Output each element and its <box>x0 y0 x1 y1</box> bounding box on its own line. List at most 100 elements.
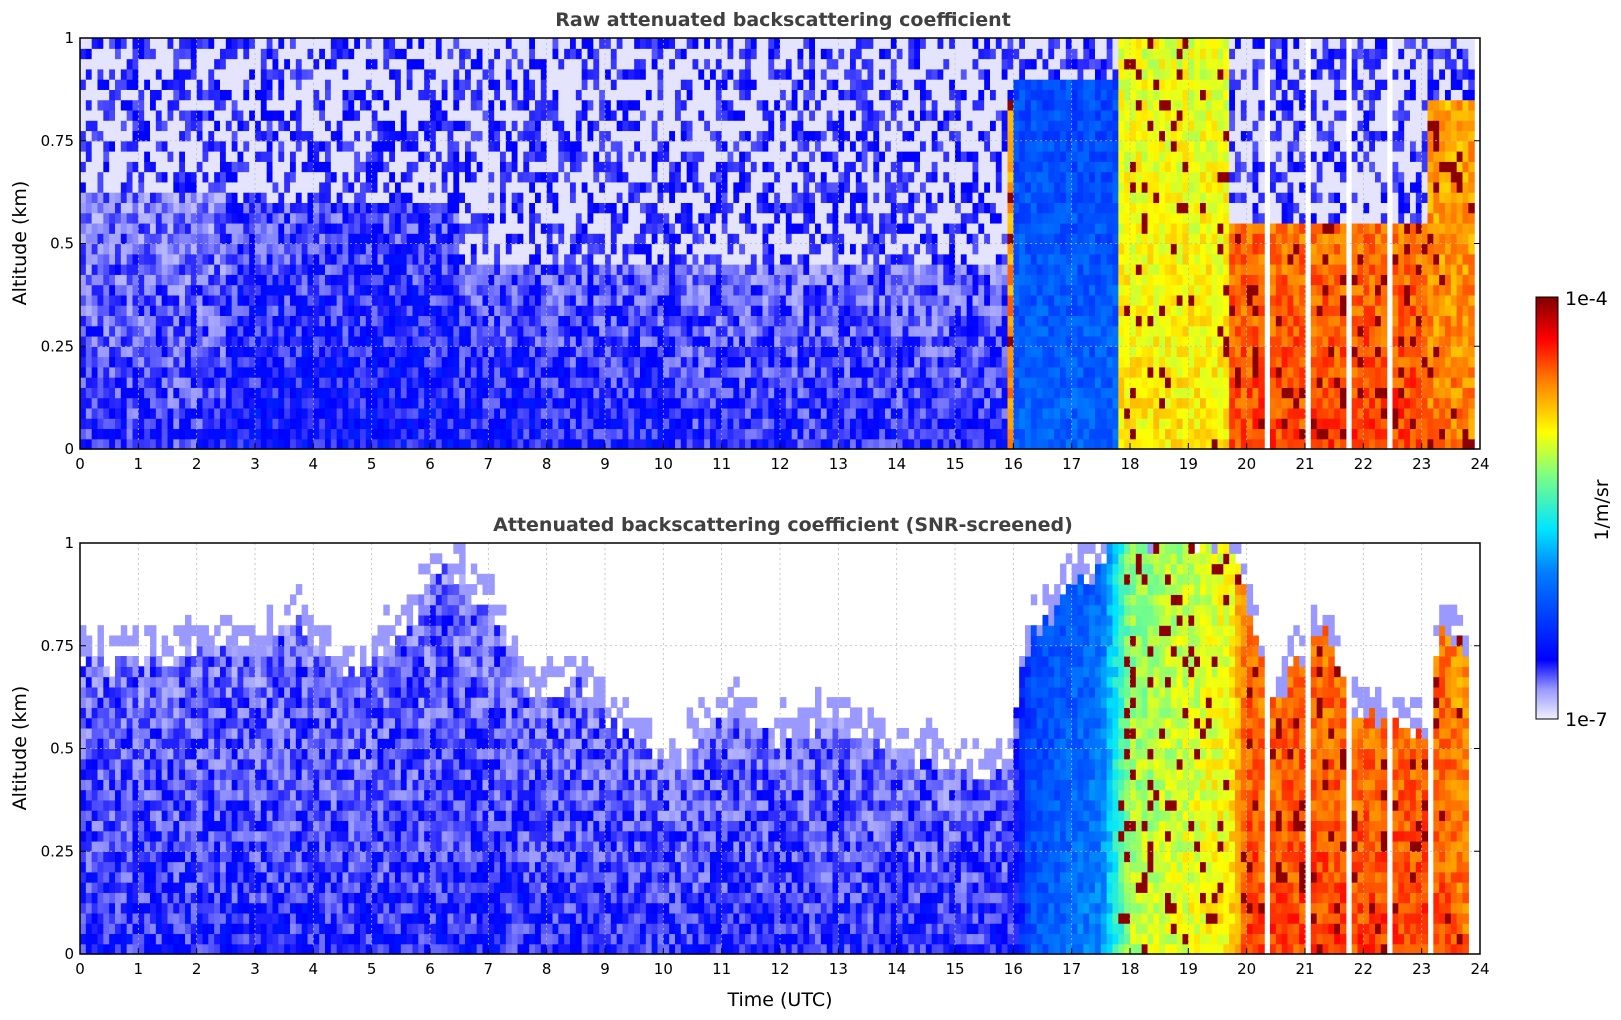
heatmap-cell <box>383 418 390 430</box>
heatmap-cell <box>336 346 344 358</box>
heatmap-cell <box>225 48 233 60</box>
heatmap-cell <box>791 438 799 450</box>
heatmap-cell <box>173 294 180 306</box>
heatmap-cell <box>115 325 122 337</box>
heatmap-cell <box>663 397 670 409</box>
heatmap-cell <box>441 222 449 234</box>
heatmap-cell <box>791 181 799 193</box>
heatmap-cell <box>424 438 431 450</box>
heatmap-cell <box>762 222 769 234</box>
heatmap-cell <box>698 284 705 296</box>
heatmap-cell <box>389 346 396 358</box>
heatmap-cell <box>179 418 186 430</box>
heatmap-cell <box>529 428 536 440</box>
heatmap-cell <box>587 407 594 419</box>
heatmap-cell <box>756 181 764 193</box>
heatmap-cell <box>360 79 367 90</box>
heatmap-cell <box>295 284 303 296</box>
heatmap-cell <box>185 233 192 245</box>
heatmap-cell <box>400 89 408 101</box>
heatmap-cell <box>540 305 548 317</box>
heatmap-cell <box>424 202 431 214</box>
heatmap-cell <box>290 325 297 337</box>
heatmap-cell <box>365 233 373 245</box>
heatmap-cell <box>523 171 530 183</box>
heatmap-cell <box>418 68 425 80</box>
heatmap-cell <box>278 325 285 337</box>
heatmap-cell <box>202 48 209 60</box>
heatmap-cell <box>739 305 746 317</box>
heatmap-cell <box>657 192 664 203</box>
heatmap-cell <box>593 284 600 296</box>
heatmap-cell <box>336 161 344 173</box>
heatmap-cell <box>721 264 729 275</box>
heatmap-cell <box>237 377 244 388</box>
heatmap-cell <box>161 99 169 111</box>
heatmap-cell <box>115 284 122 296</box>
heatmap-cell <box>610 407 618 419</box>
heatmap-cell <box>774 151 781 162</box>
heatmap-cell <box>675 161 682 173</box>
heatmap-cell <box>406 335 414 347</box>
heatmap-cell <box>599 233 606 245</box>
heatmap-cell <box>727 89 734 101</box>
heatmap-cell <box>517 99 524 111</box>
heatmap-cell <box>214 171 221 183</box>
heatmap-cell <box>517 48 524 60</box>
heatmap-cell <box>540 294 548 306</box>
heatmap-cell <box>190 192 198 203</box>
heatmap-cell <box>710 253 717 265</box>
heatmap-cell <box>126 38 134 49</box>
heatmap-cell <box>686 109 694 121</box>
heatmap-cell <box>126 418 134 430</box>
heatmap-cell <box>651 253 659 265</box>
heatmap-cell <box>424 38 431 49</box>
heatmap-cell <box>103 222 110 234</box>
heatmap-cell <box>120 366 128 378</box>
heatmap-cell <box>97 89 104 101</box>
heatmap-cell <box>115 305 122 317</box>
heatmap-cell <box>295 253 303 265</box>
heatmap-cell <box>255 151 262 162</box>
heatmap-cell <box>645 264 653 275</box>
heatmap-cell <box>651 284 659 296</box>
heatmap-cell <box>581 68 589 80</box>
heatmap-cell <box>225 130 233 142</box>
heatmap-cell <box>231 315 239 327</box>
heatmap-cell <box>284 161 291 173</box>
heatmap-cell <box>692 315 699 327</box>
heatmap-cell <box>103 428 110 440</box>
heatmap-cell <box>587 99 594 111</box>
heatmap-cell <box>465 418 472 430</box>
heatmap-cell <box>284 58 291 70</box>
heatmap-cell <box>476 428 484 440</box>
heatmap-cell <box>167 171 174 183</box>
heatmap-cell <box>797 161 804 173</box>
heatmap-cell <box>523 233 530 245</box>
heatmap-cell <box>494 89 501 101</box>
heatmap-cell <box>669 407 676 419</box>
heatmap-cell <box>710 89 717 101</box>
heatmap-cell <box>150 428 157 440</box>
heatmap-cell <box>325 212 332 224</box>
heatmap-cell <box>161 151 169 162</box>
heatmap-cell <box>365 79 373 90</box>
heatmap-cell <box>540 202 548 214</box>
heatmap-cell <box>441 48 449 60</box>
heatmap-cell <box>686 181 694 193</box>
heatmap-cell <box>255 109 262 121</box>
heatmap-cell <box>546 202 554 214</box>
heatmap-cell <box>616 407 624 419</box>
heatmap-cell <box>785 130 793 142</box>
heatmap-cell <box>91 48 99 60</box>
heatmap-cell <box>774 243 781 255</box>
heatmap-cell <box>190 274 198 286</box>
heatmap-cell <box>196 253 204 265</box>
heatmap-cell <box>424 79 431 90</box>
heatmap-cell <box>680 356 688 368</box>
heatmap-cell <box>278 68 285 80</box>
heatmap-cell <box>494 48 501 60</box>
heatmap-cell <box>249 181 256 193</box>
heatmap-cell <box>803 212 810 224</box>
heatmap-cell <box>138 407 145 419</box>
